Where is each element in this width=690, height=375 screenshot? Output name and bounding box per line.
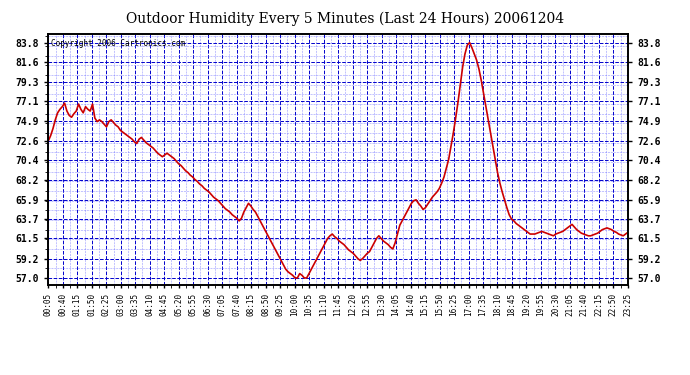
Text: Copyright 2006 Cartronics.com: Copyright 2006 Cartronics.com	[51, 39, 186, 48]
Text: Outdoor Humidity Every 5 Minutes (Last 24 Hours) 20061204: Outdoor Humidity Every 5 Minutes (Last 2…	[126, 11, 564, 26]
